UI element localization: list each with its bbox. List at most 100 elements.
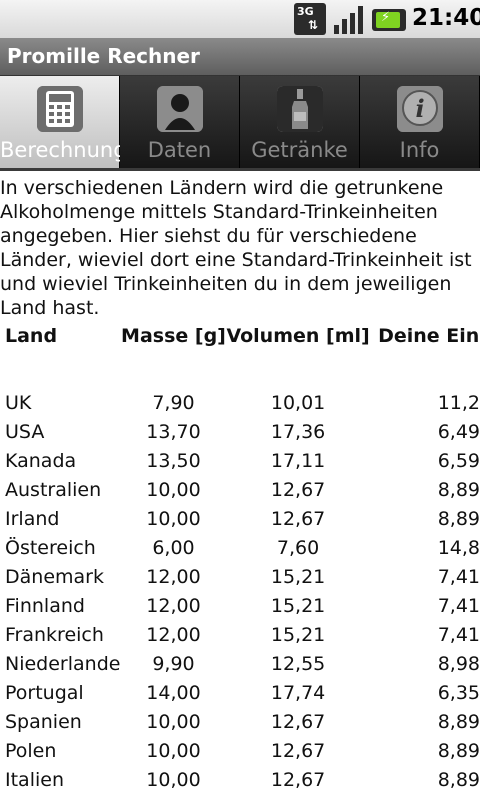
cell-masse: 10,00	[146, 507, 201, 530]
table-row: Frankreich 12,00 15,21 7,41	[0, 620, 480, 649]
app-title: Promille Rechner	[7, 44, 200, 68]
cell-land: Niederlande	[5, 652, 121, 675]
bottle-icon	[277, 86, 323, 132]
signal-strength-icon	[334, 6, 363, 34]
cell-einheiten: 8,89	[437, 768, 480, 791]
table-row: Irland 10,00 12,67 8,89	[0, 504, 480, 533]
cell-volumen: 12,67	[270, 710, 326, 733]
cell-land: Östereich	[5, 536, 96, 559]
column-header-masse: Masse [g]	[121, 325, 226, 347]
tab-label: Daten	[147, 138, 212, 162]
cell-einheiten: 6,59	[437, 449, 480, 472]
cell-masse: 14,00	[146, 681, 201, 704]
cell-volumen: 15,21	[270, 594, 326, 617]
cell-volumen: 12,55	[270, 652, 326, 675]
table-body: UK 7,90 10,01 11,2 USA 13,70 17,36 6,49 Kanada 13…	[0, 359, 480, 800]
tab-label: Info	[399, 138, 440, 162]
cell-einheiten: 7,41	[437, 623, 480, 646]
data-arrows-icon: ⇅	[308, 18, 319, 32]
cell-einheiten: 8,89	[437, 507, 480, 530]
cell-land: Irland	[5, 507, 60, 530]
cell-land: Polen	[5, 739, 57, 762]
table-row: Polen 10,00 12,67 8,89	[0, 736, 480, 765]
cell-einheiten: 6,49	[437, 420, 480, 443]
country-table: Land Masse [g] Volumen [ml] Deine Ein UK…	[0, 325, 480, 800]
person-icon	[157, 86, 203, 132]
column-header-einheiten: Deine Ein	[378, 325, 480, 347]
table-row: Ungarn17,0021,555,23	[0, 794, 480, 800]
table-row: Finnland 12,00 15,21 7,41	[0, 591, 480, 620]
cell-land: Finnland	[5, 594, 85, 617]
cell-masse: 10,00	[146, 478, 201, 501]
app-title-bar: Promille Rechner	[0, 38, 480, 76]
tab-bar: Berechnung Daten Getränke i	[0, 76, 480, 171]
cell-land: Kanada	[5, 449, 77, 472]
cell-masse: 17,00	[121, 794, 226, 800]
row-spacer	[0, 359, 480, 388]
table-row: Kanada 13,50 17,11 6,59	[0, 446, 480, 475]
cell-masse: 10,00	[146, 710, 201, 733]
cell-einheiten: 7,41	[437, 594, 480, 617]
tab-berechnung[interactable]: Berechnung	[0, 76, 127, 168]
cell-land: UK	[5, 391, 32, 414]
cell-einheiten: 11,2	[437, 391, 480, 414]
cell-masse: 7,90	[152, 391, 195, 414]
cell-masse: 13,70	[146, 420, 201, 443]
network-type: 3G	[297, 5, 314, 18]
cell-einheiten: 6,35	[437, 681, 480, 704]
table-row: Italien 10,00 12,67 8,89	[0, 765, 480, 794]
cell-land: USA	[5, 420, 45, 443]
cell-volumen: 7,60	[276, 536, 320, 559]
battery-charging-icon: ⚡	[372, 9, 406, 31]
cell-land: Portugal	[5, 681, 84, 704]
svg-text:i: i	[415, 94, 424, 123]
table-row: USA 13,70 17,36 6,49	[0, 417, 480, 446]
cell-volumen: 21,55	[226, 794, 370, 800]
tab-info[interactable]: i Info	[360, 76, 480, 168]
table-row: Australien 10,00 12,67 8,89	[0, 475, 480, 504]
cell-masse: 12,00	[146, 623, 201, 646]
table-row: Niederlande 9,90 12,55 8,98	[0, 649, 480, 678]
cell-volumen: 17,11	[270, 449, 326, 472]
cell-volumen: 12,67	[270, 478, 326, 501]
cell-einheiten: 8,89	[437, 739, 480, 762]
cell-volumen: 12,67	[270, 739, 326, 762]
cell-volumen: 15,21	[270, 565, 326, 588]
table-row: Dänemark 12,00 15,21 7,41	[0, 562, 480, 591]
tab-label: Berechnung	[0, 138, 127, 162]
table-row: Spanien 10,00 12,67 8,89	[0, 707, 480, 736]
cell-einheiten: 7,41	[437, 565, 480, 588]
cell-volumen: 10,01	[270, 391, 326, 414]
cell-volumen: 12,67	[270, 507, 326, 530]
cell-einheiten: 8,89	[437, 478, 480, 501]
cell-einheiten: 8,89	[437, 710, 480, 733]
cell-masse: 13,50	[146, 449, 201, 472]
cell-einheiten: 8,98	[437, 652, 480, 675]
cell-einheiten: 5,23	[370, 794, 480, 800]
cell-einheiten: 14,8	[437, 536, 480, 559]
status-bar: 3G ⇅ ⚡ 21:40	[0, 0, 480, 38]
cell-masse: 12,00	[146, 565, 201, 588]
network-3g-icon: 3G ⇅	[294, 3, 326, 35]
cell-masse: 12,00	[146, 594, 201, 617]
cell-land: Dänemark	[5, 565, 104, 588]
tab-label: Getränke	[251, 138, 348, 162]
cell-volumen: 15,21	[270, 623, 326, 646]
cell-volumen: 17,74	[270, 681, 326, 704]
cell-land: Italien	[5, 768, 64, 791]
table-row: UK 7,90 10,01 11,2	[0, 388, 480, 417]
table-row: Östereich 6,00 7,60 14,8	[0, 533, 480, 562]
column-header-land: Land	[5, 325, 58, 347]
cell-volumen: 17,36	[270, 420, 326, 443]
cell-land: Frankreich	[5, 623, 104, 646]
table-row: Portugal 14,00 17,74 6,35	[0, 678, 480, 707]
clock: 21:40	[412, 5, 480, 31]
calculator-icon	[37, 86, 83, 132]
cell-masse: 10,00	[146, 768, 201, 791]
cell-land: Ungarn	[0, 794, 121, 800]
tab-getraenke[interactable]: Getränke	[240, 76, 360, 168]
table-header-row: Land Masse [g] Volumen [ml] Deine Ein	[0, 325, 480, 359]
tab-daten[interactable]: Daten	[120, 76, 240, 168]
cell-land: Spanien	[5, 710, 82, 733]
